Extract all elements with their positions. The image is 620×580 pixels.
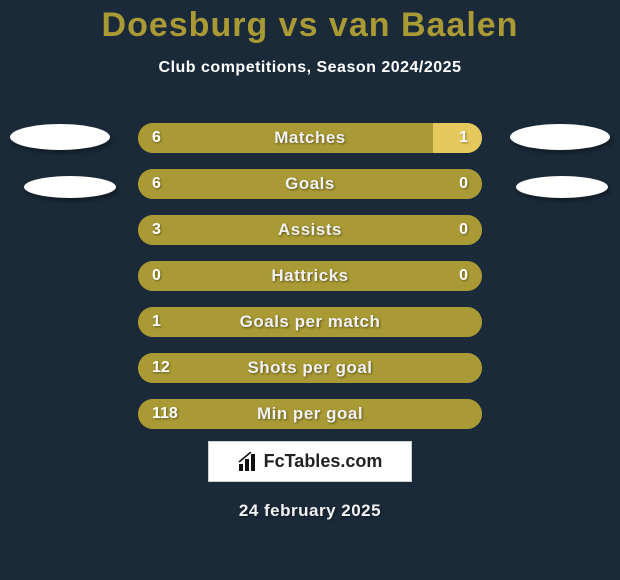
avatar-placeholder — [10, 124, 110, 150]
page-title: Doesburg vs van Baalen — [0, 0, 620, 45]
stat-label: Hattricks — [0, 261, 620, 291]
stat-label: Goals per match — [0, 307, 620, 337]
logo-text: FcTables.com — [264, 451, 383, 472]
stat-label: Shots per goal — [0, 353, 620, 383]
stat-row: 118Min per goal — [0, 399, 620, 429]
stat-row: 12Shots per goal — [0, 353, 620, 383]
avatar-placeholder — [510, 124, 610, 150]
fctables-logo: FcTables.com — [238, 442, 383, 481]
stat-label: Assists — [0, 215, 620, 245]
stat-row: 00Hattricks — [0, 261, 620, 291]
stat-row: 30Assists — [0, 215, 620, 245]
avatar-placeholder — [516, 176, 608, 198]
stat-row: 1Goals per match — [0, 307, 620, 337]
stat-label: Min per goal — [0, 399, 620, 429]
fctables-logo-link[interactable]: FcTables.com — [208, 441, 412, 482]
bars-icon — [238, 452, 260, 472]
comparison-card: Doesburg vs van Baalen Club competitions… — [0, 0, 620, 580]
subtitle: Club competitions, Season 2024/2025 — [0, 59, 620, 77]
date-label: 24 february 2025 — [0, 501, 620, 521]
avatar-placeholder — [24, 176, 116, 198]
